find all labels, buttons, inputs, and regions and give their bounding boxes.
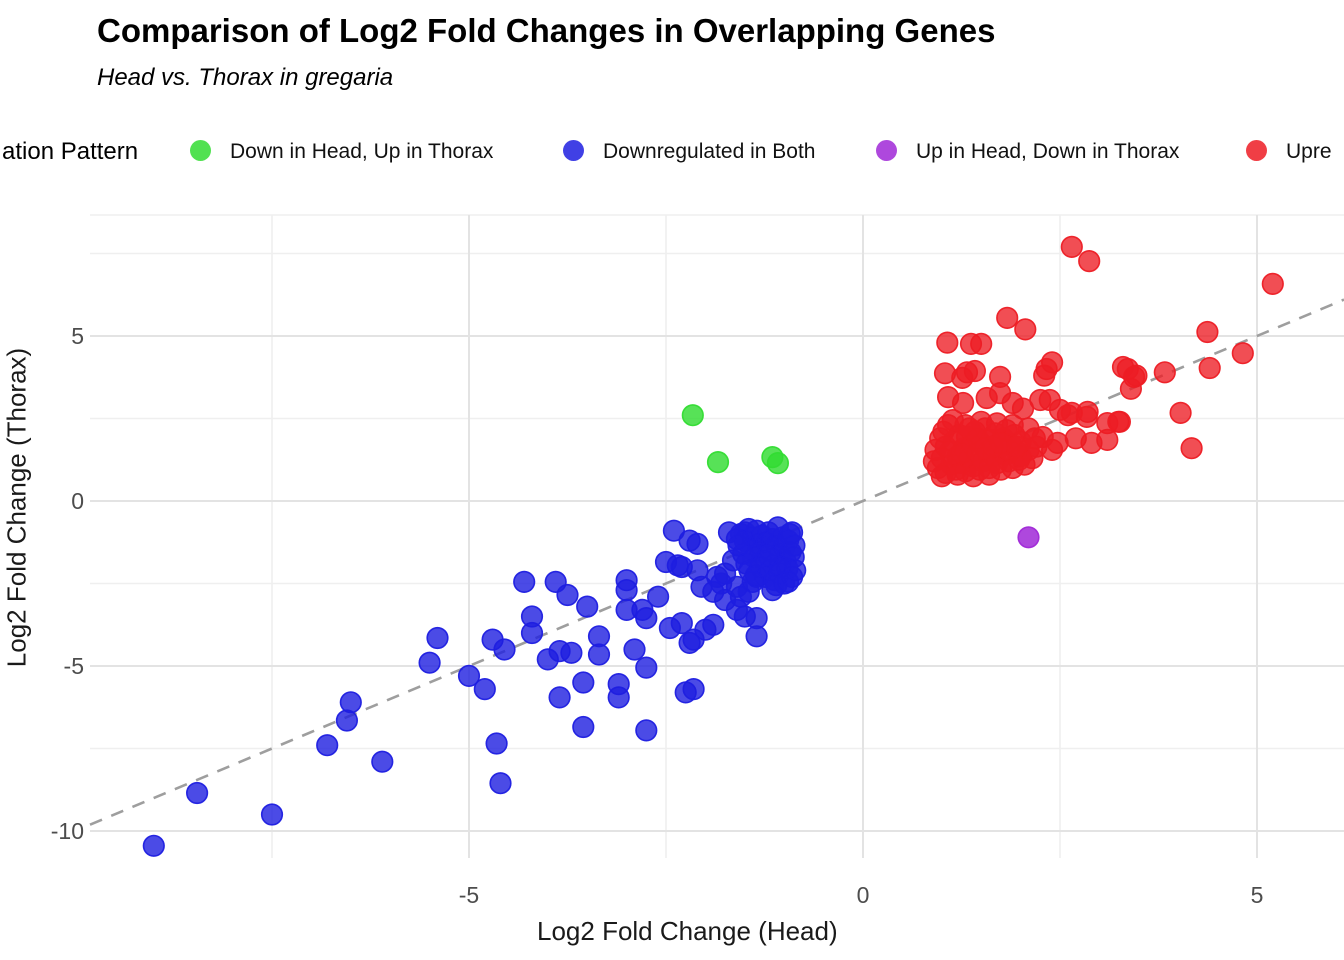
y-tick-label: 5 (71, 323, 84, 349)
legend-item-label-2: Up in Head, Down in Thorax (916, 140, 1180, 163)
data-point-1 (339, 691, 362, 714)
data-point-0 (681, 404, 704, 427)
data-point-1 (576, 595, 599, 618)
data-point-1 (635, 656, 658, 679)
data-point-1 (623, 638, 646, 661)
x-tick-label: 0 (857, 882, 870, 908)
data-point-3 (1169, 401, 1192, 425)
data-point-0 (706, 451, 730, 474)
x-tick-label: -5 (459, 882, 479, 908)
legend-swatch-3 (1246, 140, 1267, 161)
data-point-3 (1196, 320, 1219, 344)
data-point-1 (418, 651, 441, 674)
y-tick-label: 0 (71, 488, 84, 514)
data-point-1 (316, 734, 339, 757)
legend-swatch-2 (876, 140, 897, 161)
data-point-3 (1231, 342, 1254, 365)
data-point-3 (1119, 377, 1142, 400)
data-point-3 (996, 306, 1019, 330)
data-point-3 (958, 417, 981, 440)
data-point-3 (951, 366, 974, 390)
data-point-3 (1153, 361, 1176, 384)
data-point-3 (970, 332, 993, 356)
x-tick-label: 5 (1251, 882, 1264, 908)
data-point-3 (1060, 401, 1083, 425)
data-point-3 (1078, 250, 1101, 273)
data-point-1 (335, 709, 359, 732)
chart-title: Comparison of Log2 Fold Changes in Overl… (97, 12, 996, 49)
data-point-1 (489, 772, 512, 795)
data-point-1 (473, 677, 496, 701)
data-point-1 (457, 664, 481, 688)
x-axis-title: Log2 Fold Change (Head) (537, 916, 838, 946)
data-point-1 (493, 638, 516, 661)
data-point-1 (587, 643, 611, 666)
data-point-1 (725, 527, 749, 551)
data-point-1 (536, 648, 559, 671)
data-point-1 (560, 641, 583, 664)
data-point-1 (674, 681, 697, 704)
legend-item-label-3: Upre (1286, 140, 1332, 163)
legend-item-label-0: Down in Head, Up in Thorax (230, 140, 494, 163)
data-point-1 (662, 519, 686, 542)
data-point-3 (936, 331, 959, 354)
data-point-1 (757, 544, 780, 567)
data-point-1 (670, 611, 693, 635)
data-point-1 (783, 534, 806, 557)
data-point-1 (635, 606, 658, 630)
data-point-3 (1096, 428, 1119, 452)
legend: ation Pattern Down in Head, Up in Thorax… (0, 132, 1344, 172)
legend-title: ation Pattern (2, 138, 139, 165)
data-point-1 (646, 585, 670, 608)
data-point-1 (520, 621, 544, 645)
data-point-1 (607, 686, 630, 709)
data-point-1 (142, 834, 165, 857)
data-point-3 (950, 442, 973, 465)
data-point-1 (686, 532, 709, 556)
data-point-1 (745, 625, 768, 648)
y-tick-label: -5 (64, 653, 84, 679)
data-point-1 (260, 803, 284, 826)
data-point-3 (1033, 364, 1056, 387)
data-point-3 (1108, 410, 1131, 433)
data-point-1 (426, 626, 449, 650)
data-point-3 (951, 391, 975, 415)
legend-swatch-0 (190, 140, 211, 161)
data-point-2 (1017, 526, 1040, 549)
data-point-1 (548, 686, 571, 709)
data-point-3 (1060, 235, 1083, 258)
legend-item-label-1: Downregulated in Both (603, 140, 816, 163)
data-point-3 (1261, 272, 1284, 296)
legend-swatch-1 (563, 140, 584, 161)
y-tick-label: -10 (51, 818, 84, 844)
data-point-1 (572, 715, 595, 739)
y-axis-title: Log2 Fold Change (Thorax) (1, 347, 32, 668)
data-point-3 (1014, 318, 1037, 341)
data-point-1 (572, 671, 595, 694)
data-point-0 (766, 452, 790, 475)
data-point-3 (1023, 427, 1046, 450)
data-point-3 (977, 463, 1001, 486)
data-point-3 (1198, 356, 1221, 380)
data-point-3 (922, 450, 946, 473)
data-point-1 (776, 570, 800, 594)
chart-subtitle: Head vs. Thorax in gregaria (97, 64, 394, 91)
data-point-1 (741, 570, 764, 594)
data-point-1 (485, 732, 508, 755)
data-point-1 (186, 781, 209, 805)
data-point-1 (702, 580, 725, 603)
data-point-3 (1180, 437, 1203, 460)
data-point-1 (635, 719, 658, 742)
data-point-3 (1005, 435, 1028, 458)
data-point-1 (615, 578, 638, 602)
data-point-1 (702, 613, 725, 636)
data-point-1 (371, 750, 394, 773)
data-point-1 (513, 570, 536, 594)
data-point-1 (556, 583, 579, 607)
